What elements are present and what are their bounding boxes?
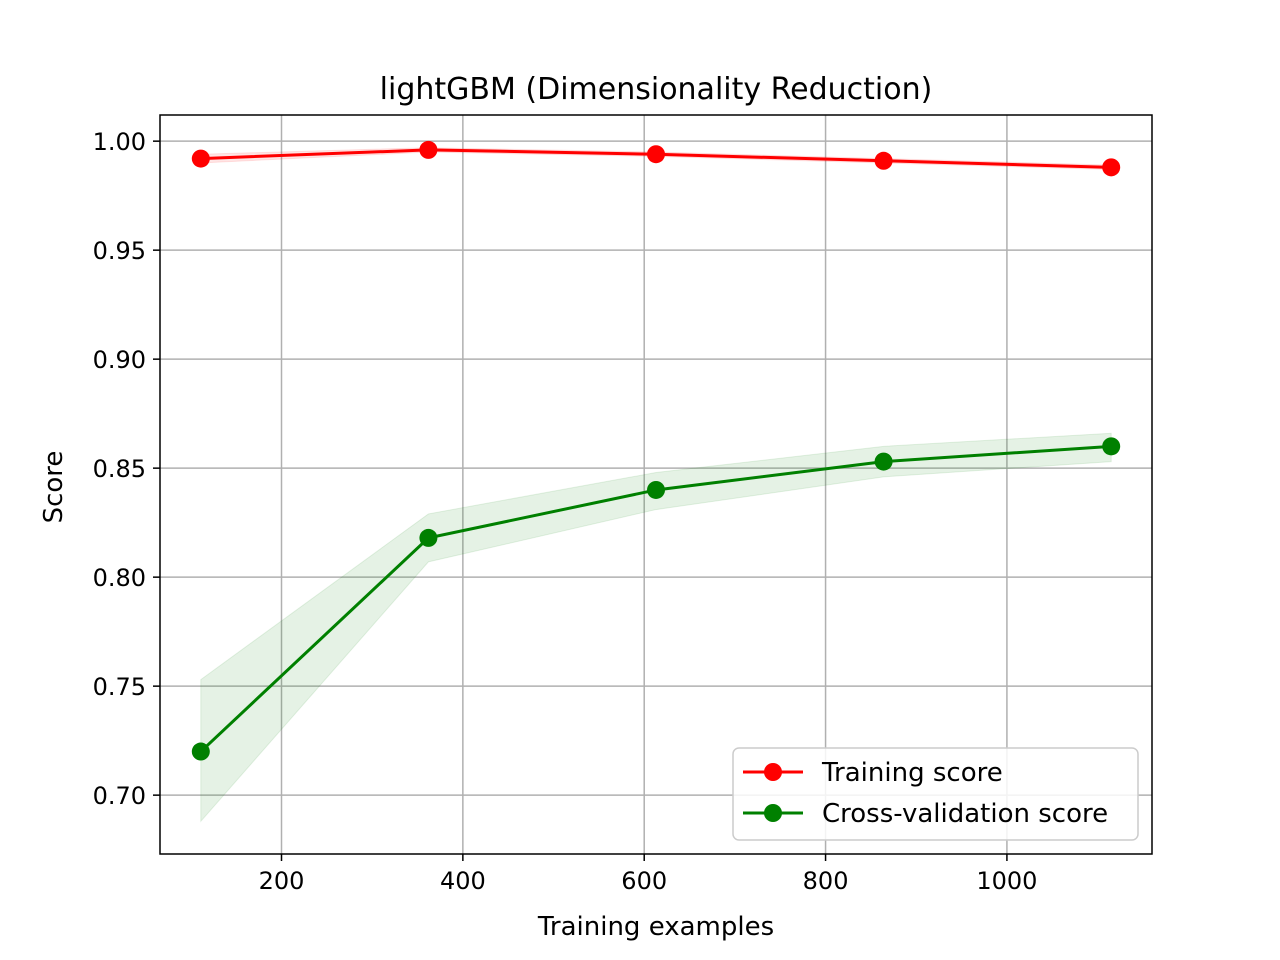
legend-label-training: Training score xyxy=(821,758,1003,788)
legend-marker-training xyxy=(764,763,782,781)
training-score-point xyxy=(419,140,438,159)
y-tick-label: 0.80 xyxy=(93,564,146,592)
cv-score-point xyxy=(1102,437,1121,456)
cv-score-point xyxy=(419,528,438,547)
training-score-point xyxy=(647,145,665,164)
y-tick-label: 0.90 xyxy=(93,346,146,374)
y-tick-label: 1.00 xyxy=(93,128,146,156)
training-score-point xyxy=(191,149,210,168)
y-tick-label: 0.95 xyxy=(93,237,146,265)
training-score-point xyxy=(1102,158,1121,177)
chart-title: lightGBM (Dimensionality Reduction) xyxy=(380,72,933,107)
series-points xyxy=(191,140,1121,761)
y-tick-label: 0.85 xyxy=(93,455,146,483)
x-tick-label: 600 xyxy=(621,867,667,895)
cv-score-point xyxy=(191,742,210,761)
y-tick-label: 0.75 xyxy=(93,673,146,701)
y-tick-label: 0.70 xyxy=(93,782,146,810)
legend-box xyxy=(732,747,1139,841)
y-axis-label: Score xyxy=(39,451,69,524)
x-tick-label: 800 xyxy=(803,867,849,895)
x-axis: 200 400 600 800 1000 xyxy=(259,854,1037,895)
x-tick-label: 400 xyxy=(440,867,486,895)
grid xyxy=(160,115,1152,854)
y-axis: 0.70 0.75 0.80 0.85 0.90 0.95 1.00 xyxy=(93,128,160,810)
cv-score-point xyxy=(874,452,893,471)
x-axis-label: Training examples xyxy=(537,912,774,942)
x-tick-label: 1000 xyxy=(976,867,1037,895)
plot-frame xyxy=(159,114,1153,855)
legend-marker-cv xyxy=(764,804,782,822)
x-tick-label: 200 xyxy=(259,867,305,895)
legend-label-cv: Cross-validation score xyxy=(822,799,1108,829)
legend: Training score Cross-validation score xyxy=(732,747,1139,841)
training-score-point xyxy=(874,151,893,170)
cv-score-point xyxy=(647,480,665,499)
